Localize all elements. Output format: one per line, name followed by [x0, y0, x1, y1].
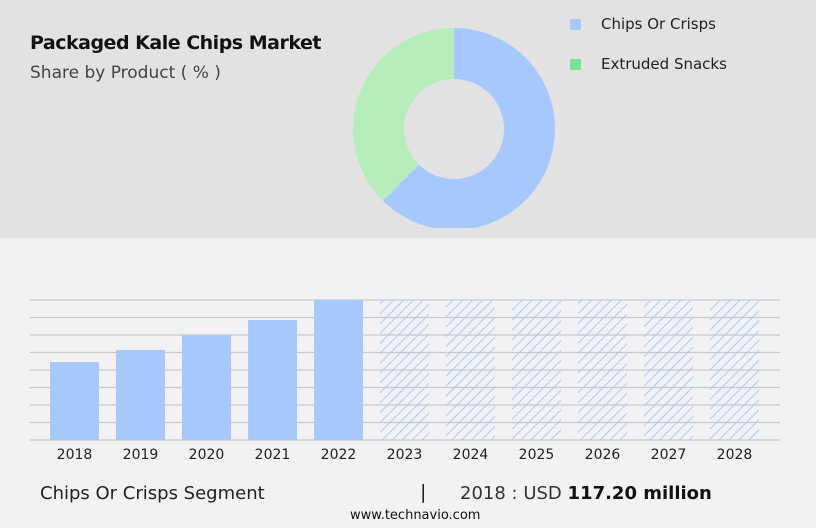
value-prefix: 2018 : USD — [460, 483, 562, 504]
legend-swatch — [570, 18, 581, 30]
legend-swatch — [570, 58, 581, 70]
separator: | — [420, 481, 427, 503]
bar-2022 — [314, 300, 363, 440]
x-label-2026: 2026 — [585, 447, 621, 463]
bar-2019 — [116, 350, 165, 440]
x-label-2028: 2028 — [717, 447, 753, 463]
forecast-bar-2023 — [380, 300, 429, 440]
bars — [50, 300, 759, 440]
chart-subtitle: Share by Product ( % ) — [30, 63, 221, 83]
legend-item-extruded: Extruded Snacks — [570, 44, 727, 84]
bar-2020 — [182, 335, 231, 440]
forecast-bar-2028 — [710, 300, 759, 440]
bar-2021 — [248, 320, 297, 440]
legend-item-chips: Chips Or Crisps — [570, 4, 727, 44]
segment-label: Chips Or Crisps Segment — [40, 483, 265, 504]
x-axis-labels: 2018 2019 2020 2021 2022 2023 2024 2025 2026 2027… — [57, 447, 753, 463]
x-label-2024: 2024 — [453, 447, 489, 463]
legend: Chips Or Crisps Extruded Snacks — [570, 4, 727, 84]
x-label-2019: 2019 — [123, 447, 159, 463]
donut-slice-1 — [352, 28, 454, 201]
donut-slice-0 — [383, 28, 555, 230]
x-label-2027: 2027 — [651, 447, 687, 463]
x-label-2023: 2023 — [387, 447, 423, 463]
forecast-bar-2026 — [578, 300, 627, 440]
chart-title: Packaged Kale Chips Market — [30, 32, 321, 54]
legend-label: Chips Or Crisps — [601, 15, 716, 33]
x-label-2022: 2022 — [321, 447, 357, 463]
legend-label: Extruded Snacks — [601, 55, 727, 73]
donut-clip — [340, 228, 580, 238]
value-amount: 117.20 million — [567, 483, 712, 504]
x-label-2025: 2025 — [519, 447, 555, 463]
forecast-bar-2024 — [446, 300, 495, 440]
forecast-bar-2027 — [644, 300, 693, 440]
forecast-bar-2025 — [512, 300, 561, 440]
bar-2018 — [50, 362, 99, 440]
website: www.technavio.com — [350, 508, 481, 523]
segment-value: 2018 : USD 117.20 million — [460, 483, 712, 504]
donut-chart — [0, 28, 816, 250]
x-label-2020: 2020 — [189, 447, 225, 463]
panel-gap — [0, 238, 816, 250]
x-label-2018: 2018 — [57, 447, 93, 463]
x-label-2021: 2021 — [255, 447, 291, 463]
